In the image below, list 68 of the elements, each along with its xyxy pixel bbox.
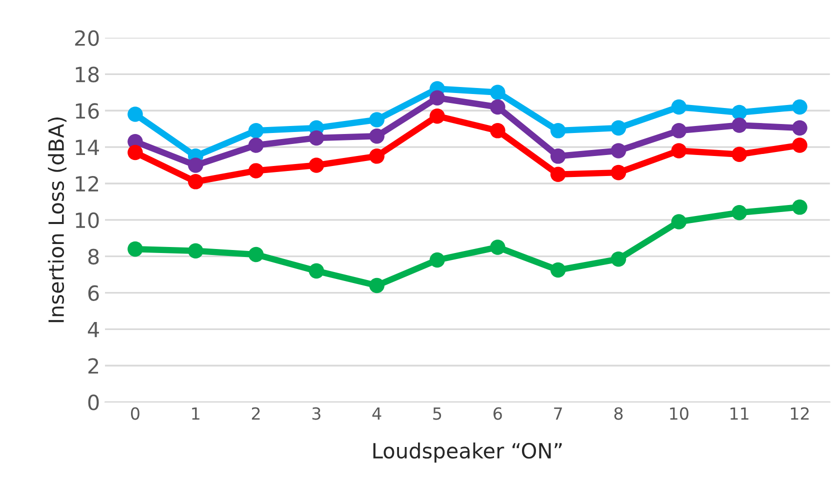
x-tick-label: 2 [252,407,260,420]
x-tick-label: 8 [614,407,623,420]
point [732,146,747,162]
point [792,200,808,215]
point [430,90,445,106]
point [671,143,687,158]
point [732,204,747,220]
point [490,240,506,255]
x-tick-label: 0 [131,407,140,420]
point [550,262,566,278]
point [732,118,747,133]
x-tick-label: 4 [372,407,382,420]
point [610,143,626,158]
x-tick-label: 1 [192,407,200,420]
y-tick-label: 6 [88,285,99,301]
y-tick-label: 14 [76,140,99,155]
point [792,138,808,153]
x-axis-title: Loudspeaker “ON” [373,442,562,463]
point [369,278,384,294]
point [188,174,204,190]
point [490,123,506,138]
y-tick-label: 4 [88,322,99,338]
point [248,138,264,153]
point [248,163,264,178]
point [308,158,324,173]
point [610,120,626,136]
y-tick-label: 16 [76,103,99,119]
x-tick-label: 10 [670,407,688,420]
point [671,214,687,230]
point [732,104,747,120]
point [369,112,384,128]
point [188,158,204,173]
point [308,263,324,279]
point [550,123,566,138]
point [369,128,384,144]
point [671,99,687,115]
x-tick-label: 7 [554,407,562,420]
point [128,144,143,160]
y-tick-label: 8 [88,248,99,265]
y-tick-label: 12 [76,176,98,192]
point [128,106,143,122]
y-tick-label: 18 [76,66,99,82]
point [550,148,566,164]
point [490,84,506,100]
point [369,148,384,164]
y-tick-label: 10 [76,212,99,228]
y-tick-label: 20 [75,30,99,46]
x-tick-label: 6 [494,407,502,420]
y-tick-label: 2 [88,358,98,374]
x-tick-label: 12 [790,407,809,420]
point [430,252,445,268]
point [792,120,808,136]
x-tick-label: 11 [730,407,748,420]
point [430,108,445,124]
point [248,123,264,138]
point [308,130,324,146]
point [248,246,264,262]
point [671,123,687,138]
point [490,99,506,115]
x-tick-label: 5 [433,407,442,420]
point [610,251,626,267]
point [792,99,808,115]
x-tick-label: 3 [312,407,320,420]
point [128,241,143,257]
y-axis-title: Insertion Loss (dBA) [48,117,66,322]
point [550,166,566,182]
point [188,243,204,259]
point [610,164,626,180]
